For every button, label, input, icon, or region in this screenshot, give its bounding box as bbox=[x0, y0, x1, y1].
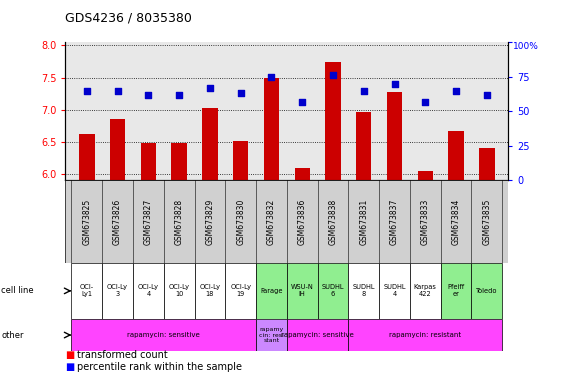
Bar bbox=[102, 263, 133, 319]
Bar bbox=[164, 263, 195, 319]
Point bbox=[390, 81, 399, 87]
Bar bbox=[318, 263, 348, 319]
Point bbox=[206, 85, 215, 91]
Text: GSM673828: GSM673828 bbox=[174, 199, 183, 245]
Point bbox=[113, 88, 122, 94]
Bar bbox=[256, 263, 287, 319]
Text: OCI-Ly
10: OCI-Ly 10 bbox=[169, 285, 190, 297]
Text: Karpas
422: Karpas 422 bbox=[414, 285, 437, 297]
Bar bbox=[225, 263, 256, 319]
Bar bbox=[72, 263, 102, 319]
Text: SUDHL
8: SUDHL 8 bbox=[353, 285, 375, 297]
Text: SUDHL
4: SUDHL 4 bbox=[383, 285, 406, 297]
Text: percentile rank within the sample: percentile rank within the sample bbox=[77, 362, 241, 372]
Bar bbox=[325, 62, 341, 180]
Bar bbox=[172, 142, 187, 180]
Text: ■: ■ bbox=[65, 350, 74, 360]
Bar bbox=[141, 143, 156, 180]
Text: GSM673831: GSM673831 bbox=[359, 199, 368, 245]
Text: 100%: 100% bbox=[513, 42, 538, 51]
Bar bbox=[133, 263, 164, 319]
Text: OCI-
Ly1: OCI- Ly1 bbox=[80, 285, 94, 297]
Bar bbox=[348, 263, 379, 319]
Text: GSM673833: GSM673833 bbox=[421, 199, 430, 245]
Point bbox=[328, 72, 337, 78]
Bar bbox=[479, 148, 495, 180]
Bar bbox=[72, 319, 256, 351]
Bar bbox=[79, 134, 94, 180]
Bar bbox=[287, 263, 318, 319]
Bar bbox=[348, 319, 502, 351]
Text: GSM673827: GSM673827 bbox=[144, 199, 153, 245]
Point bbox=[452, 88, 461, 94]
Text: transformed count: transformed count bbox=[77, 350, 168, 360]
Text: OCI-Ly
19: OCI-Ly 19 bbox=[230, 285, 251, 297]
Text: GSM673838: GSM673838 bbox=[328, 199, 337, 245]
Text: GSM673830: GSM673830 bbox=[236, 199, 245, 245]
Point bbox=[298, 99, 307, 105]
Bar bbox=[356, 113, 371, 180]
Text: rapamycin: resistant: rapamycin: resistant bbox=[389, 332, 461, 338]
Bar bbox=[110, 119, 126, 180]
Text: rapamy
cin: resi
stant: rapamy cin: resi stant bbox=[259, 327, 284, 343]
Text: Toledo: Toledo bbox=[476, 288, 498, 294]
Bar bbox=[441, 263, 471, 319]
Bar bbox=[410, 263, 441, 319]
Bar bbox=[233, 141, 248, 180]
Bar bbox=[202, 108, 218, 180]
Point bbox=[236, 90, 245, 96]
Point bbox=[421, 99, 430, 105]
Text: other: other bbox=[1, 331, 24, 339]
Bar bbox=[287, 319, 348, 351]
Point bbox=[482, 92, 491, 98]
Point bbox=[174, 92, 183, 98]
Text: GSM673835: GSM673835 bbox=[482, 199, 491, 245]
Bar bbox=[471, 263, 502, 319]
Text: OCI-Ly
3: OCI-Ly 3 bbox=[107, 285, 128, 297]
Point bbox=[144, 92, 153, 98]
Text: GSM673825: GSM673825 bbox=[82, 199, 91, 245]
Bar bbox=[387, 93, 402, 180]
Bar bbox=[256, 319, 287, 351]
Text: GSM673829: GSM673829 bbox=[206, 199, 215, 245]
Text: rapamycin: sensitive: rapamycin: sensitive bbox=[127, 332, 200, 338]
Point bbox=[359, 88, 368, 94]
Text: OCI-Ly
18: OCI-Ly 18 bbox=[199, 285, 220, 297]
Text: rapamycin: sensitive: rapamycin: sensitive bbox=[281, 332, 354, 338]
Text: GSM673826: GSM673826 bbox=[113, 199, 122, 245]
Text: GSM673834: GSM673834 bbox=[452, 199, 461, 245]
Text: ■: ■ bbox=[65, 362, 74, 372]
Text: SUDHL
6: SUDHL 6 bbox=[321, 285, 344, 297]
Point bbox=[267, 74, 276, 80]
Text: GDS4236 / 8035380: GDS4236 / 8035380 bbox=[65, 12, 192, 25]
Text: cell line: cell line bbox=[1, 286, 34, 295]
Text: Farage: Farage bbox=[260, 288, 283, 294]
Bar bbox=[264, 78, 279, 180]
Text: Pfeiff
er: Pfeiff er bbox=[448, 285, 465, 297]
Text: WSU-N
IH: WSU-N IH bbox=[291, 285, 314, 297]
Text: OCI-Ly
4: OCI-Ly 4 bbox=[138, 285, 159, 297]
Bar bbox=[448, 131, 463, 180]
Bar bbox=[379, 263, 410, 319]
Bar bbox=[194, 263, 225, 319]
Point bbox=[82, 88, 91, 94]
Text: GSM673832: GSM673832 bbox=[267, 199, 276, 245]
Text: GSM673836: GSM673836 bbox=[298, 199, 307, 245]
Text: GSM673837: GSM673837 bbox=[390, 199, 399, 245]
Bar bbox=[295, 168, 310, 180]
Bar bbox=[417, 172, 433, 180]
